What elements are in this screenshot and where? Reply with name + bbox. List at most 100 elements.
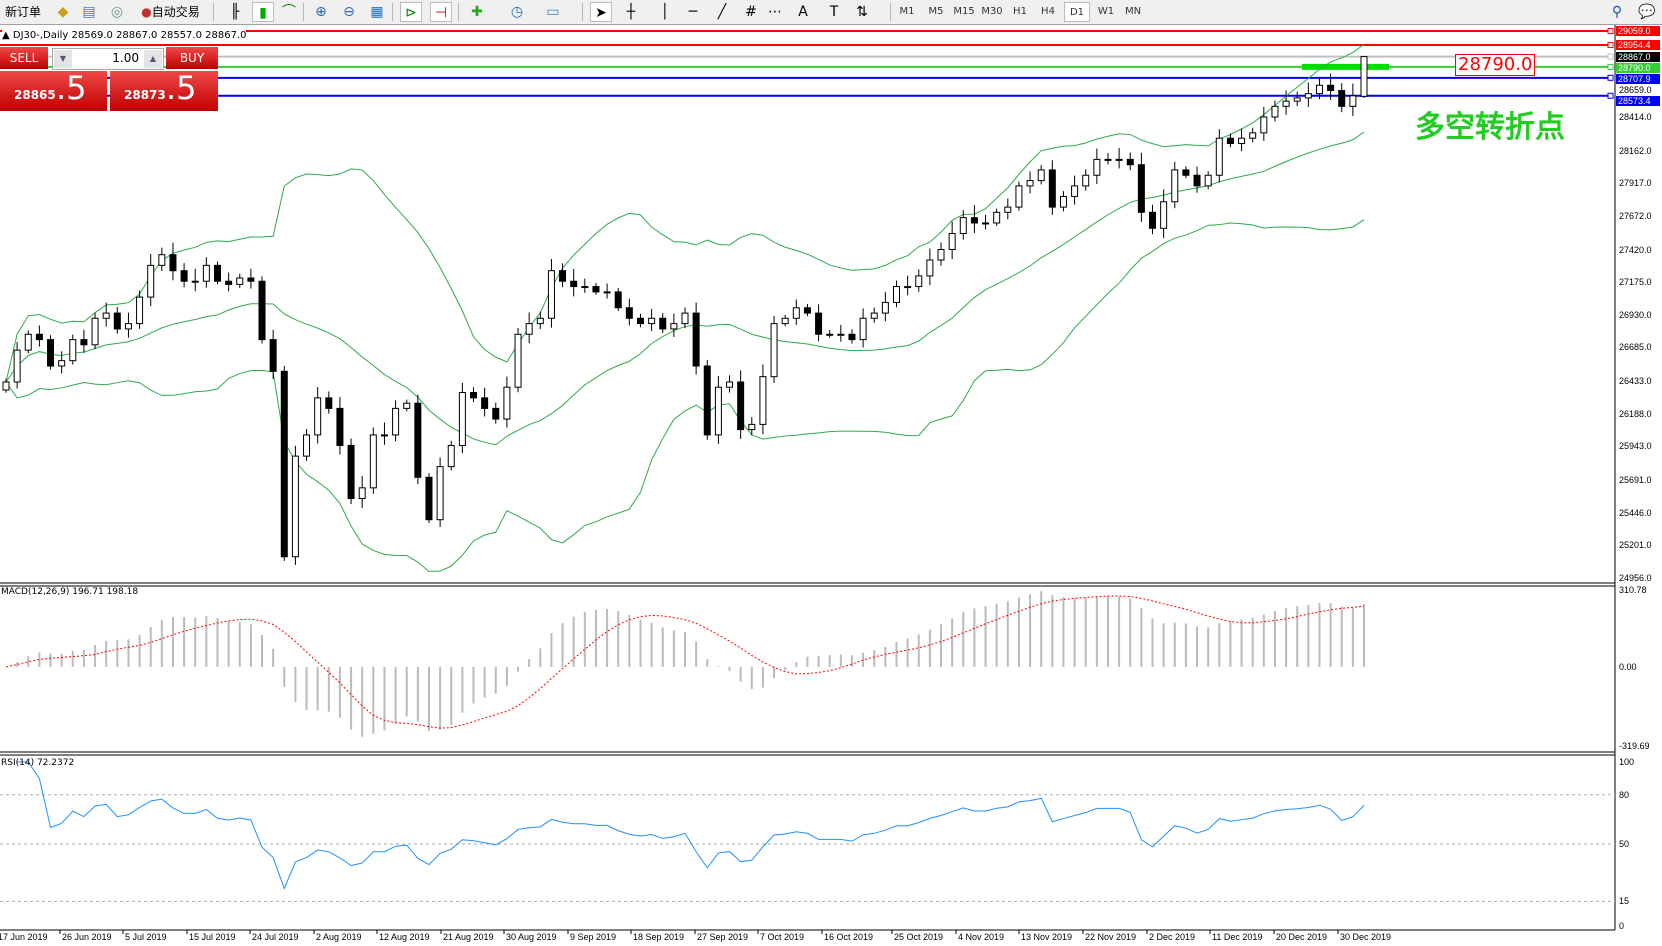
timeframe-m5[interactable]: M5	[928, 6, 944, 17]
autoscroll-icon[interactable]: ⊳	[400, 2, 422, 22]
vertical-line-icon[interactable]: │	[660, 4, 670, 20]
candle-body	[859, 317, 867, 341]
turning-point-annotation[interactable]: 多空转折点	[1415, 110, 1565, 145]
collapse-arrow-icon[interactable]: ▲	[2, 30, 10, 41]
timeframe-m30[interactable]: M30	[981, 6, 1003, 17]
sell-price-button[interactable]: 28865 .5	[0, 69, 107, 111]
timeframe-mn[interactable]: MN	[1124, 6, 1142, 17]
timeframe-m1[interactable]: M1	[899, 6, 915, 17]
candle-body	[1327, 84, 1335, 91]
buy-price-button[interactable]: 28873 .5	[110, 69, 218, 111]
candle-body	[1293, 97, 1301, 102]
buy-button[interactable]: BUY	[166, 47, 218, 69]
templates-icon[interactable]: ▭	[546, 4, 560, 20]
periods-icon[interactable]: ◷	[510, 4, 524, 20]
price-axis-tick: 27672.0	[1619, 210, 1652, 221]
horizontal-line-icon[interactable]: ─	[688, 4, 698, 20]
candle-body	[1182, 169, 1190, 176]
price-level-label: 28954.4	[1616, 39, 1660, 50]
trendline-icon[interactable]: ╱	[717, 4, 727, 20]
price-axis-tick: 28162.0	[1619, 145, 1652, 156]
timeframe-h1[interactable]: H1	[1013, 6, 1027, 17]
candle-body	[1115, 158, 1123, 161]
bollinger-upper	[5, 43, 1365, 383]
lot-increase-button[interactable]: ▲	[144, 50, 162, 68]
candle-body	[948, 233, 956, 251]
toolbar-separator	[582, 3, 583, 21]
candle-body	[1315, 84, 1323, 95]
candle-body	[514, 333, 522, 388]
candle-body	[1282, 100, 1290, 107]
candle-body	[848, 333, 856, 341]
one-click-trading-panel: SELL ▼ 1.00 ▲ BUY 28865 .5 28873 .5	[0, 47, 218, 111]
timeframe-d1[interactable]: D1	[1064, 2, 1090, 22]
cursor-icon[interactable]: ➤	[590, 2, 612, 22]
candle-body	[158, 254, 166, 266]
candle-body	[169, 254, 177, 272]
chart-title: ▲ DJ30-,Daily 28569.0 28867.0 28557.0 28…	[2, 30, 247, 41]
level-handle	[1607, 92, 1614, 99]
line-chart-icon[interactable]: ⌒	[282, 4, 296, 20]
chat-icon[interactable]: 💬	[1638, 4, 1656, 20]
price-level-label: 28790.0	[1616, 62, 1660, 73]
candle-body	[481, 397, 489, 409]
grid-icon[interactable]: ⋯	[768, 4, 782, 20]
candle-body	[1271, 105, 1279, 118]
lot-size-input[interactable]: 1.00	[112, 51, 139, 65]
folder-icon[interactable]: ◆	[57, 4, 69, 20]
arrows-icon[interactable]: ⇅	[856, 4, 868, 20]
bar-chart-icon[interactable]: ╟	[230, 4, 240, 20]
date-axis-label: 12 Aug 2019	[379, 932, 430, 942]
date-axis-label: 27 Sep 2019	[697, 932, 749, 942]
auto-trading-button[interactable]: ●自动交易	[133, 2, 208, 22]
zoom-out-icon[interactable]: ⊖	[343, 4, 355, 20]
signals-icon[interactable]: ◎	[110, 4, 124, 20]
candle-body	[648, 317, 656, 325]
tile-windows-icon[interactable]: ▦	[370, 4, 384, 20]
market-watch-icon[interactable]: ▤	[82, 4, 96, 20]
date-axis-label: 22 Nov 2019	[1085, 932, 1137, 942]
chart-shift-icon[interactable]: ⊣	[430, 2, 452, 22]
bollinger-lower	[5, 219, 1365, 572]
date-axis-label: 30 Aug 2019	[506, 932, 557, 942]
fibonacci-icon[interactable]: #	[745, 4, 757, 20]
price-axis-tick: 25691.0	[1619, 474, 1652, 485]
chart-area[interactable]	[0, 25, 1662, 946]
candle-body	[1360, 56, 1368, 97]
price-annotation-box[interactable]: 28790.0	[1455, 54, 1536, 76]
timeframe-h4[interactable]: H4	[1041, 6, 1055, 17]
date-axis-label: 13 Nov 2019	[1021, 932, 1073, 942]
candle-body	[414, 402, 422, 478]
sell-button[interactable]: SELL	[0, 47, 48, 69]
lot-decrease-button[interactable]: ▼	[54, 50, 72, 68]
crosshair-icon[interactable]: ┼	[626, 4, 636, 20]
candle-body	[325, 397, 333, 409]
timeframe-w1[interactable]: W1	[1097, 6, 1115, 17]
candle-body	[915, 275, 923, 288]
candlestick-icon[interactable]: ▮	[252, 2, 274, 22]
candle-body	[303, 434, 311, 457]
candle-body	[291, 455, 299, 558]
price-axis-tick: 26188.0	[1619, 408, 1652, 419]
search-icon[interactable]: ⚲	[1611, 4, 1623, 20]
level-handle	[1607, 63, 1614, 70]
candle-body	[269, 339, 277, 372]
macd-signal-line	[5, 595, 1365, 729]
new-order-button[interactable]: 新订单	[2, 2, 44, 22]
text-label-icon[interactable]: T	[829, 4, 839, 20]
toolbar-separator	[213, 3, 214, 21]
candle-body	[102, 312, 110, 319]
candle-body	[358, 487, 366, 500]
new-order-label: 新订单	[4, 5, 41, 19]
candle-body	[113, 312, 121, 330]
timeframe-m15[interactable]: M15	[953, 6, 975, 17]
candle-body	[1226, 137, 1234, 145]
indicators-icon[interactable]: ✚	[471, 4, 483, 20]
candle-body	[202, 264, 210, 282]
candle-body	[759, 376, 767, 425]
candle-body	[670, 323, 678, 330]
zoom-in-icon[interactable]: ⊕	[315, 4, 327, 20]
lot-size-stepper[interactable]: ▼ 1.00 ▲	[52, 48, 164, 70]
text-icon[interactable]: A	[798, 4, 808, 20]
candle-body	[870, 312, 878, 319]
